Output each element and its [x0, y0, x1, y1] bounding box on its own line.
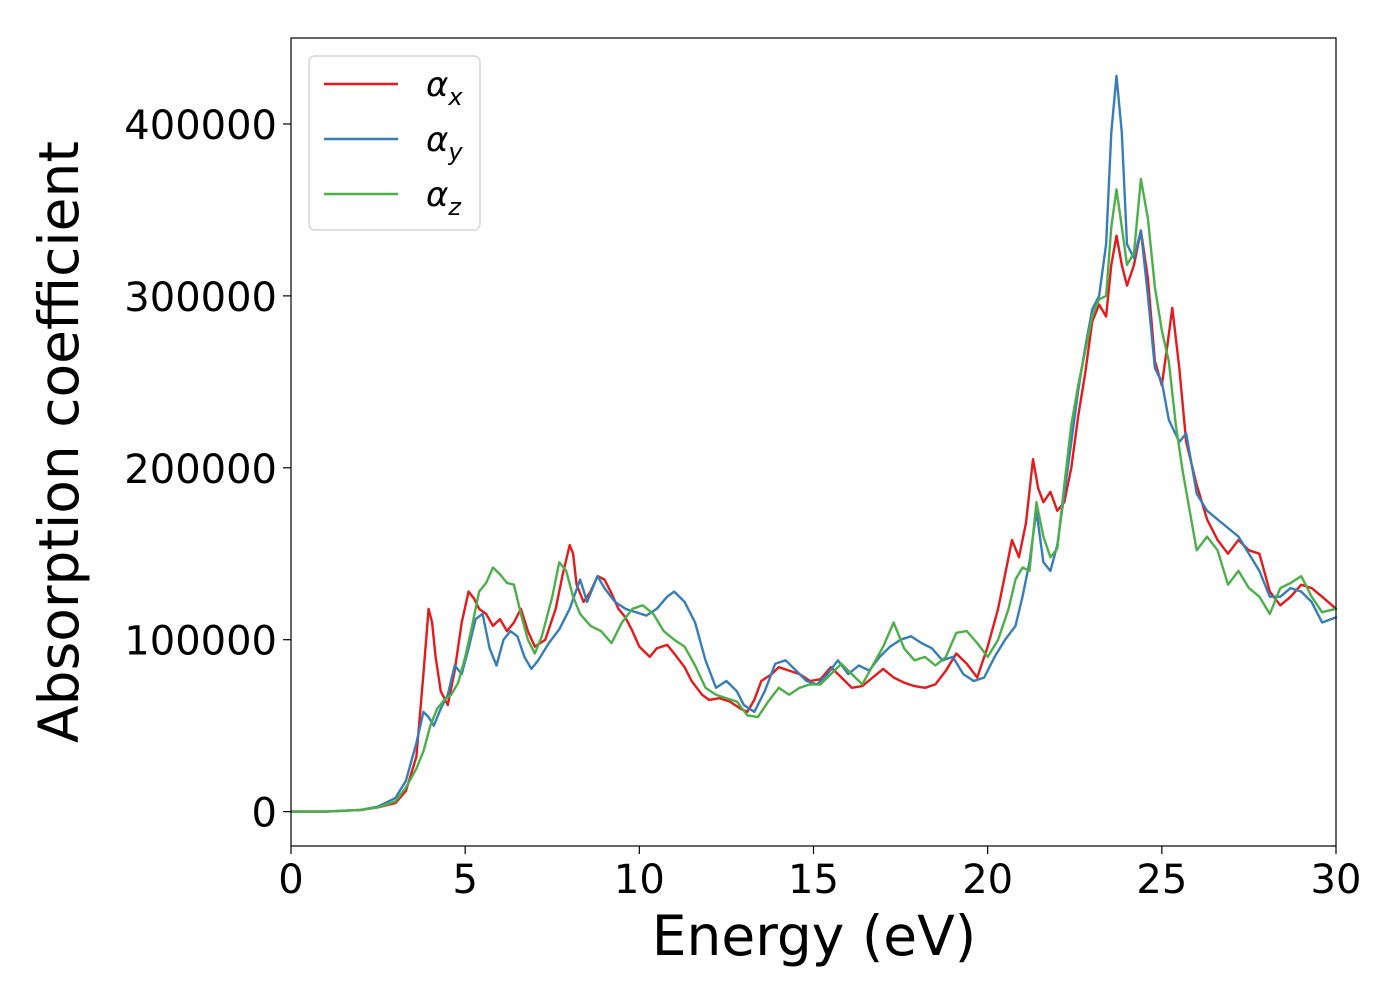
- y-tick-label: 300000: [124, 275, 277, 321]
- plot-area: [289, 74, 1338, 813]
- y-axis-title: Absorption coefficient: [27, 141, 91, 743]
- y-tick-label: 100000: [124, 619, 277, 665]
- y-tick-label: 400000: [124, 103, 277, 149]
- legend-box: [308, 55, 481, 231]
- series-line-alpha-y: [289, 74, 1338, 813]
- series-line-alpha-z: [289, 177, 1338, 813]
- x-tick-label: 10: [614, 857, 665, 903]
- x-tick-label: 25: [1136, 857, 1187, 903]
- legend-label-subscript: y: [447, 138, 463, 166]
- plot-frame: [290, 37, 1337, 847]
- y-tick-label: 200000: [124, 447, 277, 493]
- legend-label-alpha-z: αz: [426, 175, 462, 221]
- x-tick-label: 15: [788, 857, 839, 903]
- legend-label-subscript: x: [447, 83, 463, 111]
- legend-label-symbol: α: [426, 120, 448, 160]
- axis-ticks: 0 5 10 15 20 25 30 0 100000 200000 300000 400000: [124, 103, 1361, 903]
- legend-label-alpha-y: αy: [426, 120, 463, 166]
- x-tick-label: 5: [452, 857, 477, 903]
- legend-label-alpha-x: αx: [426, 65, 463, 111]
- legend-label-subscript: z: [447, 193, 462, 221]
- x-tick-label: 0: [278, 857, 303, 903]
- series-line-alpha-x: [289, 229, 1338, 813]
- x-tick-label: 20: [962, 857, 1013, 903]
- y-tick-label: 0: [252, 791, 277, 837]
- legend-label-symbol: α: [426, 65, 448, 105]
- legend-label-symbol: α: [426, 175, 448, 215]
- x-axis-title: Energy (eV): [652, 904, 976, 968]
- x-tick-label: 30: [1311, 857, 1362, 903]
